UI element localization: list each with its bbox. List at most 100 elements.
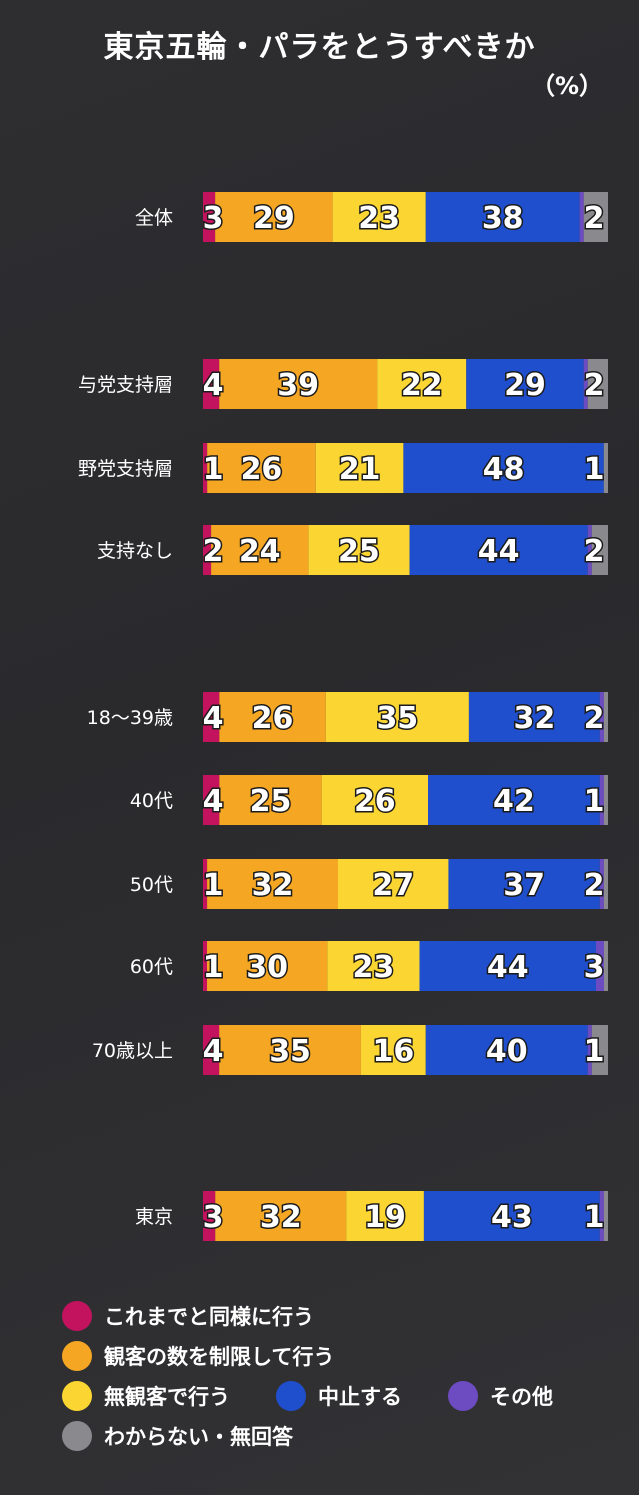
value-label-age70plus-2: 16: [372, 1034, 414, 1069]
legend: これまでと同様に行う 観客の数を制限して行う 無観客で行う 中止する その他 わ…: [62, 1296, 622, 1456]
row-label-age40s: 40代: [130, 790, 173, 812]
bar-age50s-other: [599, 859, 604, 909]
legend-label-no-spectators: 無観客で行う: [104, 1385, 230, 1409]
value-label-ruling-2: 22: [401, 368, 443, 403]
row-label-ruling: 与党支持層: [78, 374, 173, 396]
legend-label-same: これまでと同様に行う: [104, 1305, 314, 1329]
bar-all-unknown: [583, 192, 608, 242]
value-label-none-2: 25: [338, 534, 380, 569]
value-label-tokyo-4: 1: [584, 1200, 605, 1235]
bar-opposition-cancel: [403, 443, 604, 493]
legend-item-no-spectators: 無観客で行う: [62, 1381, 230, 1411]
bar-age60s-limited: [207, 941, 328, 991]
value-label-age40s-4: 1: [584, 784, 605, 819]
bar-age70plus-limited: [219, 1025, 361, 1075]
value-label-age60s-0: 1: [203, 950, 224, 985]
bar-age60s-other: [595, 941, 604, 991]
bar-opposition-same: [203, 443, 208, 493]
value-label-age60s-3: 44: [487, 950, 529, 985]
legend-swatch-limited: [62, 1341, 92, 1371]
bar-ruling-unknown: [587, 359, 608, 409]
legend-label-cancel: 中止する: [318, 1385, 402, 1409]
bar-age18-39-limited: [219, 692, 326, 742]
value-label-age50s-4: 2: [584, 868, 605, 903]
legend-label-unknown: わからない・無回答: [104, 1425, 293, 1449]
bar-age40s-same: [203, 775, 220, 825]
bar-ruling-limited: [219, 359, 378, 409]
value-label-opposition-1: 26: [241, 452, 283, 487]
chart-title: 東京五輪・パラをとうすべきか: [103, 30, 536, 65]
row-label-all: 全体: [135, 207, 173, 229]
bar-age50s-no_spectators: [338, 859, 449, 909]
value-label-age50s-2: 27: [372, 868, 414, 903]
bar-tokyo-no_spectators: [346, 1191, 424, 1241]
bar-all-same: [203, 192, 216, 242]
bar-age60s-same: [203, 941, 208, 991]
unit-label: （%）: [530, 72, 603, 100]
bar-age70plus-cancel: [425, 1025, 588, 1075]
bar-age50s-same: [203, 859, 208, 909]
value-label-opposition-4: 1: [584, 452, 605, 487]
bar-age40s-limited: [219, 775, 322, 825]
value-label-ruling-1: 39: [277, 368, 319, 403]
value-label-opposition-3: 48: [483, 452, 525, 487]
value-label-age18-39-0: 4: [203, 701, 224, 736]
value-label-ruling-3: 29: [504, 368, 546, 403]
value-label-all-1: 29: [253, 201, 295, 236]
bar-age50s-limited: [207, 859, 338, 909]
value-label-none-0: 2: [203, 534, 224, 569]
bar-age60s-unknown: [603, 941, 608, 991]
bar-age18-39-no_spectators: [325, 692, 469, 742]
value-label-all-0: 3: [203, 201, 224, 236]
legend-swatch-same: [62, 1301, 92, 1331]
bar-age70plus-other: [587, 1025, 592, 1075]
bar-age40s-no_spectators: [321, 775, 428, 825]
legend-swatch-cancel: [276, 1381, 306, 1411]
bar-none-same: [203, 525, 212, 575]
value-label-age60s-2: 23: [353, 950, 395, 985]
row-label-age70plus: 70歳以上: [92, 1040, 173, 1062]
legend-swatch-no-spectators: [62, 1381, 92, 1411]
row-label-age50s: 50代: [130, 874, 173, 896]
row-label-opposition: 野党支持層: [78, 458, 173, 480]
bar-age18-39-other: [599, 692, 604, 742]
bar-none-no_spectators: [308, 525, 410, 575]
bar-age40s-other: [599, 775, 604, 825]
value-label-age40s-1: 25: [250, 784, 292, 819]
value-label-age40s-2: 26: [354, 784, 396, 819]
value-label-age18-39-4: 2: [584, 701, 605, 736]
value-label-ruling-4: 2: [584, 368, 605, 403]
bar-tokyo-cancel: [423, 1191, 600, 1241]
bar-none-limited: [211, 525, 309, 575]
value-label-age40s-3: 42: [493, 784, 535, 819]
value-label-none-4: 2: [584, 534, 605, 569]
bar-all-limited: [215, 192, 333, 242]
value-label-none-3: 44: [478, 534, 520, 569]
value-label-age50s-0: 1: [203, 868, 224, 903]
bar-age70plus-same: [203, 1025, 220, 1075]
bar-age60s-cancel: [419, 941, 596, 991]
bar-age50s-cancel: [448, 859, 600, 909]
value-label-age50s-3: 37: [503, 868, 545, 903]
legend-item-same: これまでと同様に行う: [62, 1301, 314, 1331]
bar-age70plus-unknown: [591, 1025, 608, 1075]
legend-swatch-other: [448, 1381, 478, 1411]
value-label-age70plus-0: 4: [203, 1034, 224, 1069]
bar-tokyo-limited: [215, 1191, 347, 1241]
bar-age50s-unknown: [603, 859, 608, 909]
value-label-all-2: 23: [358, 201, 400, 236]
bar-opposition-unknown: [603, 443, 608, 493]
value-label-age70plus-1: 35: [269, 1034, 311, 1069]
value-label-age40s-0: 4: [203, 784, 224, 819]
value-label-age70plus-4: 1: [584, 1034, 605, 1069]
value-label-tokyo-3: 43: [491, 1200, 533, 1235]
bar-opposition-no_spectators: [315, 443, 404, 493]
bar-all-cancel: [425, 192, 580, 242]
bar-all-other: [579, 192, 584, 242]
value-label-all-4: 2: [584, 201, 605, 236]
bar-tokyo-other: [599, 1191, 604, 1241]
value-label-all-3: 38: [482, 201, 524, 236]
value-label-age60s-1: 30: [246, 950, 288, 985]
legend-label-limited: 観客の数を制限して行う: [104, 1345, 335, 1369]
